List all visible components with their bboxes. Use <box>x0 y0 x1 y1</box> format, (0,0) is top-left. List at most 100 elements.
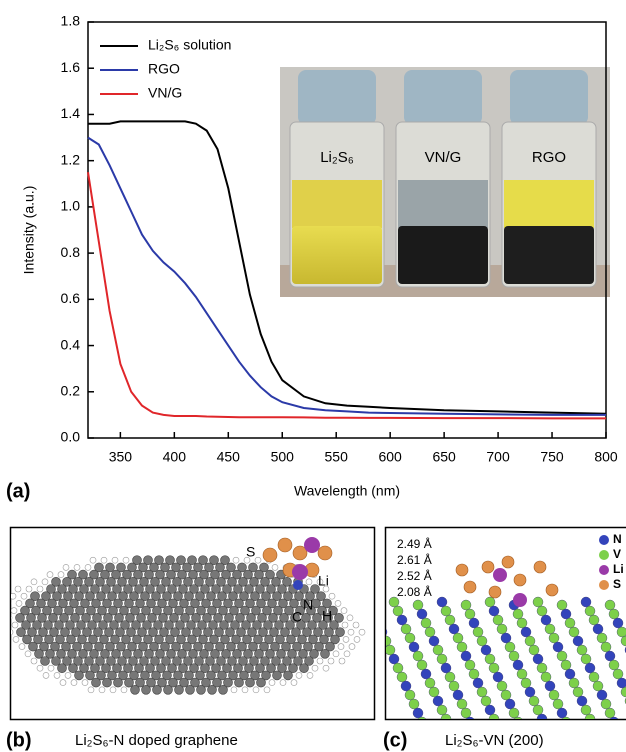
hydrogen-atom <box>296 672 302 678</box>
carbon-atom <box>300 664 309 673</box>
n-atom <box>533 654 543 664</box>
hydrogen-atom <box>0 615 1 621</box>
n-atom <box>541 615 551 625</box>
v-atom <box>565 618 575 628</box>
legend-label: S <box>613 577 621 591</box>
legend-label: VN/G <box>148 85 182 101</box>
hydrogen-atom <box>233 557 239 563</box>
vial-sediment <box>292 226 382 284</box>
x-tick-label: 500 <box>271 449 295 465</box>
carbon-atom <box>186 685 195 694</box>
panel-label: (b) <box>6 729 32 751</box>
v-atom <box>433 645 443 655</box>
v-atom <box>465 660 475 670</box>
v-atom <box>489 714 499 724</box>
n-atom <box>597 690 607 700</box>
vial-sediment <box>398 226 488 284</box>
v-atom <box>509 651 519 661</box>
hydrogen-atom <box>338 644 344 650</box>
n-atom <box>537 714 547 724</box>
hydrogen-atom <box>60 680 66 686</box>
n-atom <box>365 600 375 610</box>
panel-label: (c) <box>383 729 407 751</box>
y-tick-label: 0.6 <box>61 290 81 306</box>
carbon-atom <box>284 671 293 680</box>
hydrogen-atom <box>328 658 334 664</box>
n-atom <box>397 615 407 625</box>
hydrogen-atom <box>343 636 349 642</box>
v-atom <box>513 717 523 727</box>
panel-c: 2.49 Å2.61 Å2.52 Å2.08 ÅNVLiS <box>365 528 626 728</box>
hydrogen-atom <box>264 687 270 693</box>
v-atom <box>553 699 563 709</box>
carbon-atom <box>35 649 44 658</box>
v-atom <box>485 597 495 607</box>
n-atom <box>417 609 427 619</box>
v-atom <box>477 687 487 697</box>
v-atom <box>413 651 423 661</box>
hydrogen-atom <box>269 680 275 686</box>
x-tick-label: 750 <box>540 449 564 465</box>
hydrogen-atom <box>11 608 17 614</box>
panel-label: (a) <box>6 480 30 502</box>
s-atom <box>263 548 277 562</box>
hydrogen-atom <box>349 644 355 650</box>
x-tick-label: 800 <box>594 449 618 465</box>
hydrogen-atom <box>1 622 7 628</box>
v-atom <box>569 678 579 688</box>
hydrogen-atom <box>231 687 237 693</box>
n-atom <box>617 678 626 688</box>
carbon-atom <box>114 678 123 687</box>
hydrogen-atom <box>335 600 341 606</box>
hydrogen-atom <box>48 665 54 671</box>
hydrogen-atom <box>242 687 248 693</box>
distance-label: 2.08 Å <box>397 584 432 599</box>
legend-label: Li₂S₆ solution <box>148 37 231 53</box>
n-atom <box>453 690 463 700</box>
v-atom <box>421 618 431 628</box>
n-atom <box>561 609 571 619</box>
carbon-atom <box>175 685 184 694</box>
carbon-atom <box>75 671 84 680</box>
hydrogen-atom <box>112 557 118 563</box>
v-atom <box>605 708 615 718</box>
vn-model: 2.49 Å2.61 Å2.52 Å2.08 ÅNVLiS <box>365 532 626 727</box>
carbon-atom <box>69 664 78 673</box>
hydrogen-atom <box>333 651 339 657</box>
hydrogen-atom <box>82 680 88 686</box>
v-atom <box>497 624 507 634</box>
carbon-atom <box>41 657 50 666</box>
n-atom <box>449 624 459 634</box>
n-atom <box>489 606 499 616</box>
v-atom <box>461 600 471 610</box>
carbon-atom <box>246 678 255 687</box>
y-tick-label: 1.6 <box>61 59 81 75</box>
v-atom <box>489 663 499 673</box>
v-atom <box>601 699 611 709</box>
vial-sediment <box>504 226 594 284</box>
x-tick-label: 700 <box>486 449 510 465</box>
carbon-atom <box>103 678 112 687</box>
x-tick-label: 550 <box>325 449 349 465</box>
s-atom <box>514 574 526 586</box>
n-atom <box>613 618 623 628</box>
s-atom <box>502 556 514 568</box>
n-atom <box>585 663 595 673</box>
v-atom <box>573 687 583 697</box>
hydrogen-atom <box>291 680 297 686</box>
v-atom <box>453 633 463 643</box>
v-atom <box>501 690 511 700</box>
v-atom <box>393 663 403 673</box>
hydrogen-atom <box>21 593 27 599</box>
carbon-atom <box>153 685 162 694</box>
carbon-atom <box>23 635 32 644</box>
hydrogen-atom <box>37 586 43 592</box>
carbon-atom <box>92 678 101 687</box>
plot-area: Li₂S₆VN/GRGO0.00.20.40.60.81.01.21.41.61… <box>21 13 618 499</box>
legend-label: N <box>613 532 622 546</box>
legend-marker <box>599 580 609 590</box>
n-atom <box>413 708 423 718</box>
hydrogen-atom <box>347 615 353 621</box>
carbon-atom <box>125 678 134 687</box>
carbon-atom <box>257 678 266 687</box>
